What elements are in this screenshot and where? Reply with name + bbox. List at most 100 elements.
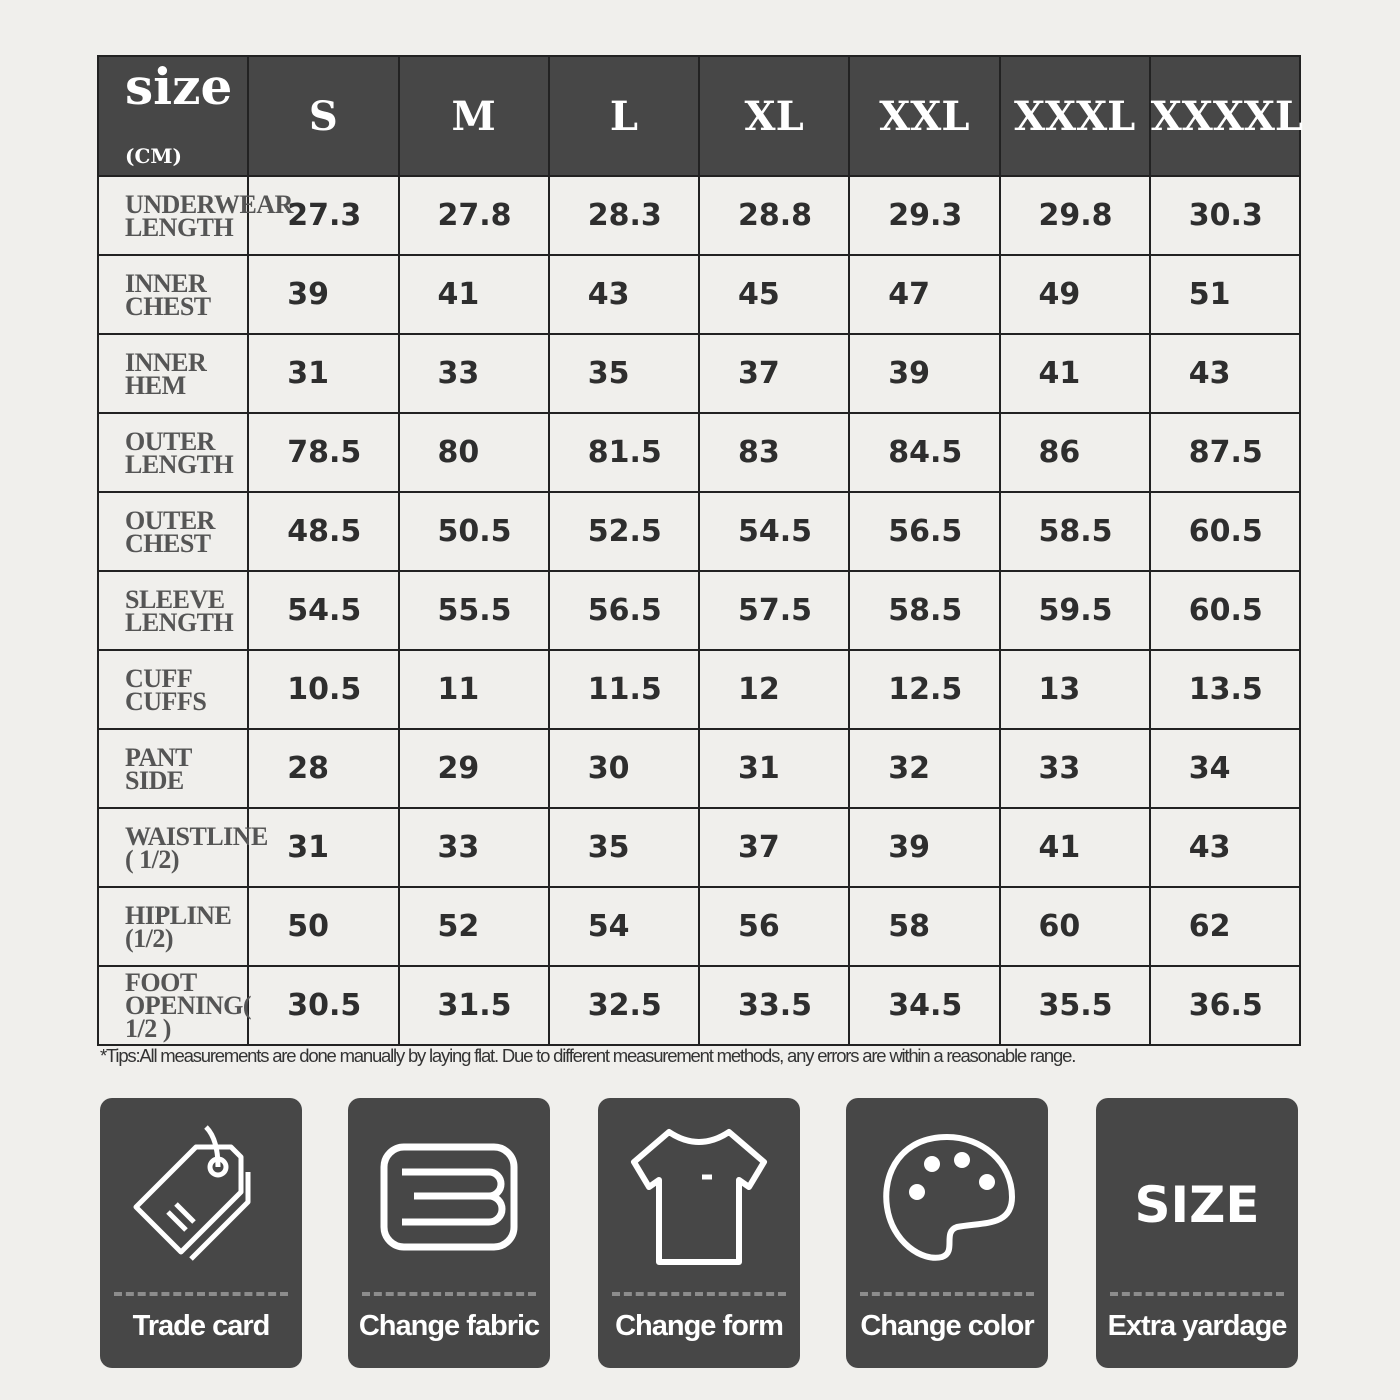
size-header-cell: size (CM) (96, 55, 250, 177)
measurement-value: 35.5 (998, 965, 1151, 1046)
measurement-label: WAISTLINE ( 1/2) (96, 807, 268, 888)
fabric-icon (380, 1143, 518, 1251)
table-row: OUTER CHEST 48.5 50.5 52.5 54.5 56.5 58.5 60.5 (96, 491, 1302, 572)
measurement-value: 29.8 (998, 175, 1151, 256)
size-column-header: XXL (848, 55, 1001, 177)
table-row: OUTER LENGTH 78.5 80 81.5 83 84.5 86 87.5 (96, 412, 1302, 493)
size-column-header: XXXL (998, 55, 1151, 177)
measurement-value: 54.5 (697, 491, 851, 572)
measurement-value: 28.8 (697, 175, 851, 256)
card-label: Change color (860, 1310, 1034, 1342)
table-row: PANT SIDE 28 29 30 31 32 33 34 (96, 728, 1302, 809)
measurement-value: 57.5 (697, 570, 851, 651)
measurement-value: 33 (397, 807, 550, 888)
measurement-value: 30 (547, 728, 701, 809)
measurement-value: 60.5 (1148, 570, 1302, 651)
measurement-value: 36.5 (1148, 965, 1302, 1046)
card-label: Change form (615, 1310, 784, 1342)
size-column-header: M (397, 55, 550, 177)
dashed-divider (612, 1292, 786, 1296)
measurement-label: INNER HEM (96, 333, 250, 414)
measurement-value: 35 (547, 807, 701, 888)
table-row: FOOT OPENING( 1/2 ) 30.5 31.5 32.5 33.5 34.5 3… (96, 965, 1302, 1046)
measurement-label: PANT SIDE (96, 728, 250, 809)
measurement-value: 86 (998, 412, 1151, 493)
measurement-value: 31 (247, 333, 400, 414)
measurement-value: 32.5 (547, 965, 701, 1046)
feature-card: Change color (846, 1098, 1048, 1368)
table-row: SLEEVE LENGTH 54.5 55.5 56.5 57.5 58.5 59.5 60.… (96, 570, 1302, 651)
measurement-value: 58.5 (848, 570, 1001, 651)
measurement-value: 59.5 (998, 570, 1151, 651)
feature-card: Change form (598, 1098, 800, 1368)
measurement-value: 11.5 (547, 649, 701, 730)
measurement-value: 83 (697, 412, 851, 493)
measurement-value: 37 (697, 333, 851, 414)
measurement-value: 78.5 (247, 412, 400, 493)
measurement-label: UNDERWEAR LENGTH (96, 175, 293, 256)
measurement-label: HIPLINE (1/2) (96, 886, 250, 967)
measurement-value: 62 (1148, 886, 1302, 967)
measurement-label: FOOT OPENING( 1/2 ) (96, 965, 252, 1046)
measurement-value: 39 (848, 807, 1001, 888)
size-column-header: L (547, 55, 701, 177)
measurement-value: 39 (848, 333, 1001, 414)
table-row: INNER HEM 31 33 35 37 39 41 43 (96, 333, 1302, 414)
dashed-divider (362, 1292, 536, 1296)
measurement-value: 12 (697, 649, 851, 730)
table-row: WAISTLINE ( 1/2) 31 33 35 37 39 41 43 (96, 807, 1302, 888)
measurement-value: 31 (697, 728, 851, 809)
measurement-value: 56.5 (547, 570, 701, 651)
measurement-value: 12.5 (848, 649, 1001, 730)
measurement-value: 56.5 (848, 491, 1001, 572)
card-label: Trade card (132, 1310, 271, 1342)
measurement-value: 35 (547, 333, 701, 414)
feature-card: Change fabric (348, 1098, 550, 1368)
card-label: Change fabric (358, 1310, 540, 1342)
header-row: size (CM) S M L XL XXL XXXL XXXXL (96, 55, 1303, 177)
measurement-value: 32 (848, 728, 1001, 809)
table-row: CUFF CUFFS 10.5 11 11.5 12 12.5 13 13.5 (96, 649, 1302, 730)
measurement-value: 50.5 (397, 491, 550, 572)
measurement-value: 58 (848, 886, 1001, 967)
measurement-value: 31 (247, 807, 400, 888)
measurement-value: 56 (697, 886, 851, 967)
measurement-value: 34.5 (848, 965, 1001, 1046)
measurement-value: 31.5 (397, 965, 550, 1046)
measurement-value: 33.5 (697, 965, 851, 1046)
measurement-value: 49 (998, 254, 1151, 335)
measurement-value: 13.5 (1148, 649, 1302, 730)
measurement-value: 60.5 (1148, 491, 1302, 572)
measurement-value: 28.3 (547, 175, 701, 256)
size-header-label: size (125, 57, 233, 116)
measurement-value: 29 (397, 728, 550, 809)
measurement-value: 52.5 (547, 491, 701, 572)
tips-note: *Tips:All measurements are done manually… (100, 1045, 1076, 1066)
measurement-value: 51 (1148, 254, 1302, 335)
measurement-value: 39 (247, 254, 400, 335)
measurement-value: 10.5 (247, 649, 400, 730)
measurement-value: 80 (397, 412, 550, 493)
measurement-label: CUFF CUFFS (96, 649, 250, 730)
measurement-value: 58.5 (998, 491, 1151, 572)
measurement-value: 50 (247, 886, 400, 967)
feature-card: Trade card (100, 1098, 302, 1368)
unit-label: (CM) (125, 144, 182, 168)
measurement-value: 13 (998, 649, 1151, 730)
table-row: INNER CHEST 39 41 43 45 47 49 51 (96, 254, 1302, 335)
measurement-value: 33 (998, 728, 1151, 809)
measurement-value: 43 (1148, 807, 1302, 888)
measurement-value: 45 (697, 254, 851, 335)
measurement-value: 27.8 (397, 175, 550, 256)
measurement-label: OUTER LENGTH (96, 412, 250, 493)
measurement-value: 28 (247, 728, 400, 809)
measurement-value: 41 (998, 333, 1151, 414)
measurement-value: 55.5 (397, 570, 550, 651)
measurement-value: 41 (397, 254, 550, 335)
measurement-value: 81.5 (547, 412, 701, 493)
tag-icon (133, 1125, 251, 1261)
svg-text:SIZE: SIZE (1134, 1176, 1259, 1234)
card-label: Extra yardage (1107, 1310, 1288, 1342)
size-icon: SIZE (1134, 1176, 1259, 1234)
measurement-value: 33 (397, 333, 550, 414)
